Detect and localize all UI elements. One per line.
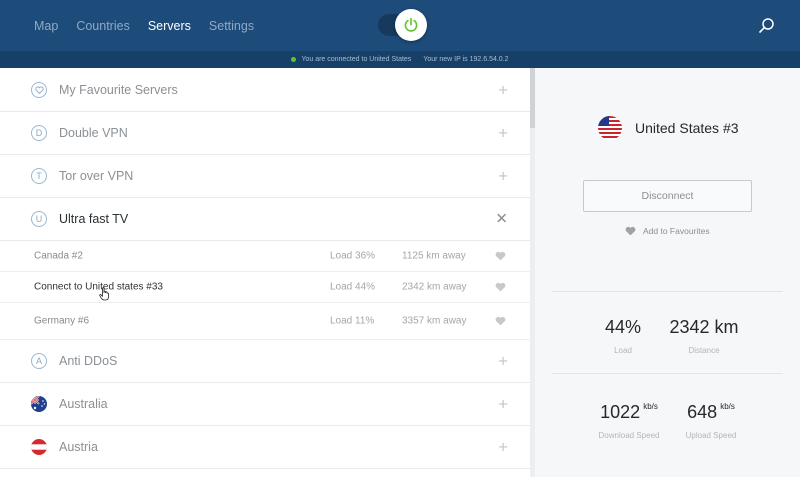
stat-load-value: 44% [604,317,642,337]
category-label: Tor over VPN [59,169,134,183]
top-navigation-bar: Map Countries Servers Settings [0,0,800,51]
us-flag-icon [598,116,622,140]
favourite-heart-icon[interactable] [495,251,506,261]
expand-plus-icon[interactable]: + [498,437,508,457]
country-label: Australia [59,397,108,411]
expand-plus-icon[interactable]: + [498,166,508,186]
nav-servers[interactable]: Servers [147,18,191,33]
server-list: My Favourite Servers + D Double VPN + T … [0,68,530,477]
letter-d-icon: D [31,125,47,141]
nav-settings[interactable]: Settings [208,18,255,33]
panel-divider [552,373,783,374]
upload-unit: kb/s [720,402,735,411]
australia-flag-icon [31,396,47,412]
status-ip-text: Your new IP is 192.6.54.0.2 [423,56,509,63]
letter-u-icon: U [31,211,47,227]
stat-load-label: Load [614,346,632,355]
category-label: Double VPN [59,126,128,140]
connected-server: United States #3 [598,116,739,140]
server-name: Germany #6 [34,315,90,327]
connected-server-name: United States #3 [635,120,739,136]
expand-plus-icon[interactable]: + [498,80,508,99]
add-to-favourites-link[interactable]: Add to Favourites [625,226,710,236]
disconnect-button[interactable]: Disconnect [583,180,752,212]
stat-download-speed: 1022 kb/s Download Speed [574,402,684,440]
connection-details-panel: United States #3 Disconnect Add to Favou… [535,68,800,477]
server-load: Load 11% [330,315,375,327]
server-distance: 2342 km away [402,281,467,293]
search-icon[interactable] [758,17,776,35]
stat-upload-label: Upload Speed [685,431,737,440]
category-double-vpn[interactable]: D Double VPN + [0,112,530,155]
stat-distance: 2342 km Distance [649,317,759,355]
heart-icon [625,226,636,236]
letter-t-icon: T [31,168,47,184]
status-connected: You are connected to United States [291,56,411,63]
stat-distance-value: 2342 km [669,317,739,337]
server-load: Load 44% [330,281,376,293]
download-number: 1022 [600,402,641,422]
collapse-close-icon[interactable]: ✕ [495,210,508,228]
scrollbar-thumb[interactable] [530,68,535,128]
server-name: Canada #2 [34,250,83,262]
power-icon [395,9,427,41]
nav-countries[interactable]: Countries [76,18,130,33]
connection-toggle[interactable] [378,9,428,41]
list-scrollbar[interactable] [530,68,535,477]
server-row-germany-6[interactable]: Germany #6 Load 11% 3357 km away [0,303,530,340]
main-nav: Map Countries Servers Settings [34,0,254,51]
category-label: Anti DDoS [59,354,118,368]
expand-plus-icon[interactable]: + [498,123,508,143]
favourite-heart-icon[interactable] [495,282,506,292]
stat-load: 44% Load [568,317,678,355]
server-load: Load 36% [330,250,376,262]
nav-map[interactable]: Map [34,18,59,33]
category-anti-ddos[interactable]: A Anti DDoS + [0,340,530,383]
country-label: Austria [59,440,98,454]
favourite-heart-icon[interactable] [495,316,506,326]
austria-flag-icon [31,439,47,455]
stat-download-value: 1022 kb/s [574,402,684,423]
add-to-favourites-label: Add to Favourites [643,226,710,236]
upload-number: 648 [687,402,718,422]
status-connected-text: You are connected to United States [301,56,412,63]
heart-icon [31,81,47,98]
category-favourite-servers[interactable]: My Favourite Servers + [0,68,530,112]
category-ultra-fast-tv[interactable]: U Ultra fast TV ✕ [0,198,530,241]
stat-download-label: Download Speed [598,431,660,440]
stat-distance-label: Distance [688,346,720,355]
stat-upload-value: 648 kb/s [656,402,766,423]
download-unit: kb/s [643,402,658,411]
category-tor-over-vpn[interactable]: T Tor over VPN + [0,155,530,198]
server-distance: 1125 km away [402,250,466,262]
panel-divider [552,291,783,292]
category-label: Ultra fast TV [59,212,129,226]
hand-cursor-icon [99,287,109,301]
server-distance: 3357 km away [402,315,467,327]
server-row-united-states-33[interactable]: Connect to United states #33 Load 44% 23… [0,272,530,303]
connection-status-bar: You are connected to United States Your … [0,51,800,68]
country-australia[interactable]: Australia + [0,383,530,426]
server-name: Connect to United states #33 [34,281,163,293]
expand-plus-icon[interactable]: + [498,394,508,414]
server-row-canada-2[interactable]: Canada #2 Load 36% 1125 km away [0,241,530,272]
stat-upload-speed: 648 kb/s Upload Speed [656,402,766,440]
status-dot-icon [291,57,297,62]
expand-plus-icon[interactable]: + [498,351,508,371]
category-label: My Favourite Servers [59,82,178,97]
country-austria[interactable]: Austria + [0,426,530,469]
letter-a-icon: A [31,353,47,369]
